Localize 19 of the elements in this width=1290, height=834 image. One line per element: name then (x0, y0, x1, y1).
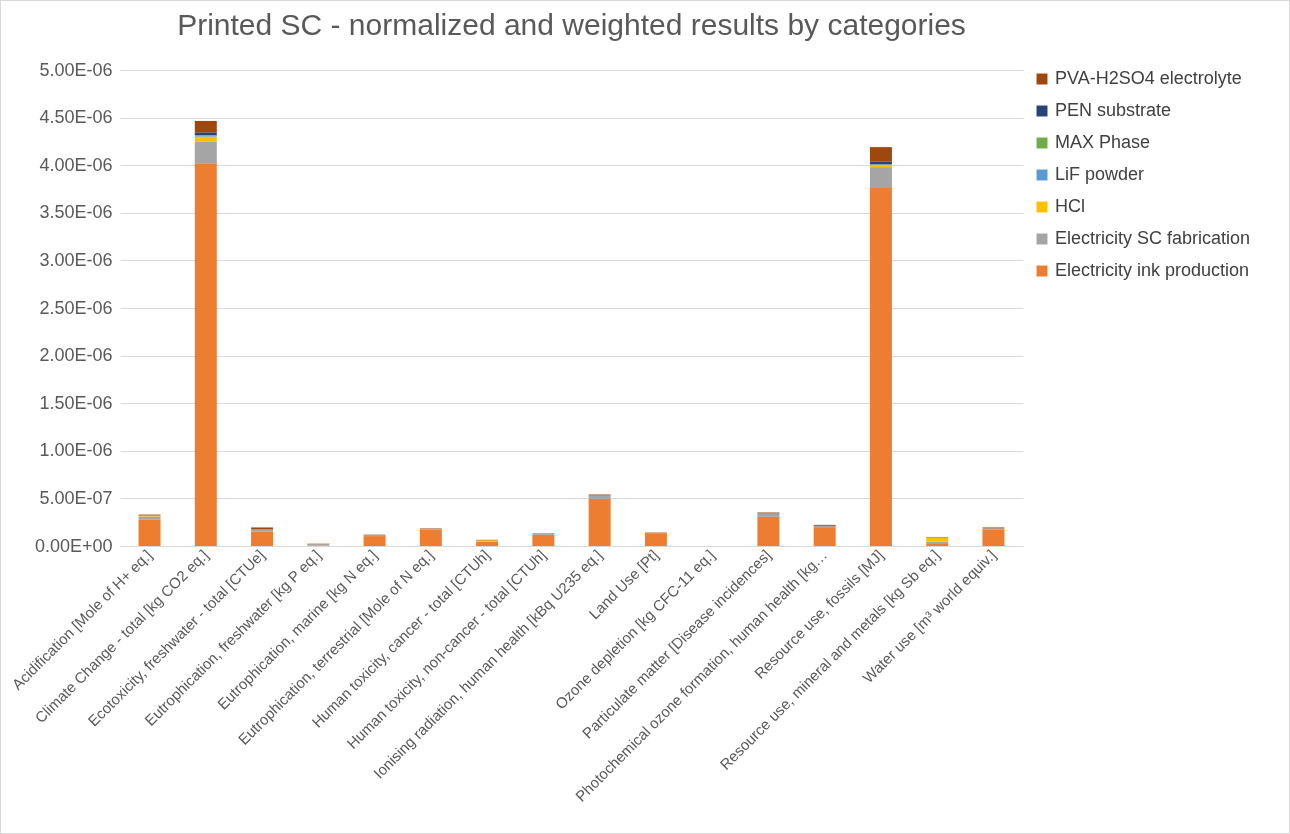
y-tick-label: 1.50E-06 (39, 392, 113, 413)
y-tick-label: 3.50E-06 (39, 202, 113, 223)
legend-label: PVA-H2SO4 electrolyte (1055, 68, 1242, 88)
legend-label: Electricity ink production (1055, 260, 1250, 280)
y-tick-label: 4.50E-06 (39, 107, 113, 128)
y-tick-label: 0.00E+00 (34, 535, 113, 556)
legend-label: HCl (1055, 196, 1085, 216)
legend-label: LiF powder (1055, 164, 1145, 184)
y-tick-label: 2.00E-06 (39, 345, 113, 366)
y-tick-label: 1.00E-06 (39, 440, 113, 461)
legend-label: MAX Phase (1055, 132, 1151, 152)
y-tick-label: 3.00E-06 (39, 249, 113, 270)
y-tick-label: 2.50E-06 (39, 297, 113, 318)
legend-label: PEN substrate (1055, 100, 1172, 120)
legend-label: Electricity SC fabrication (1055, 228, 1251, 248)
y-tick-label: 5.00E-06 (39, 59, 113, 80)
chart-title: Printed SC - normalized and weighted results by categories (177, 8, 966, 41)
y-tick-label: 4.00E-06 (39, 154, 113, 175)
y-tick-label: 5.00E-07 (39, 487, 113, 508)
